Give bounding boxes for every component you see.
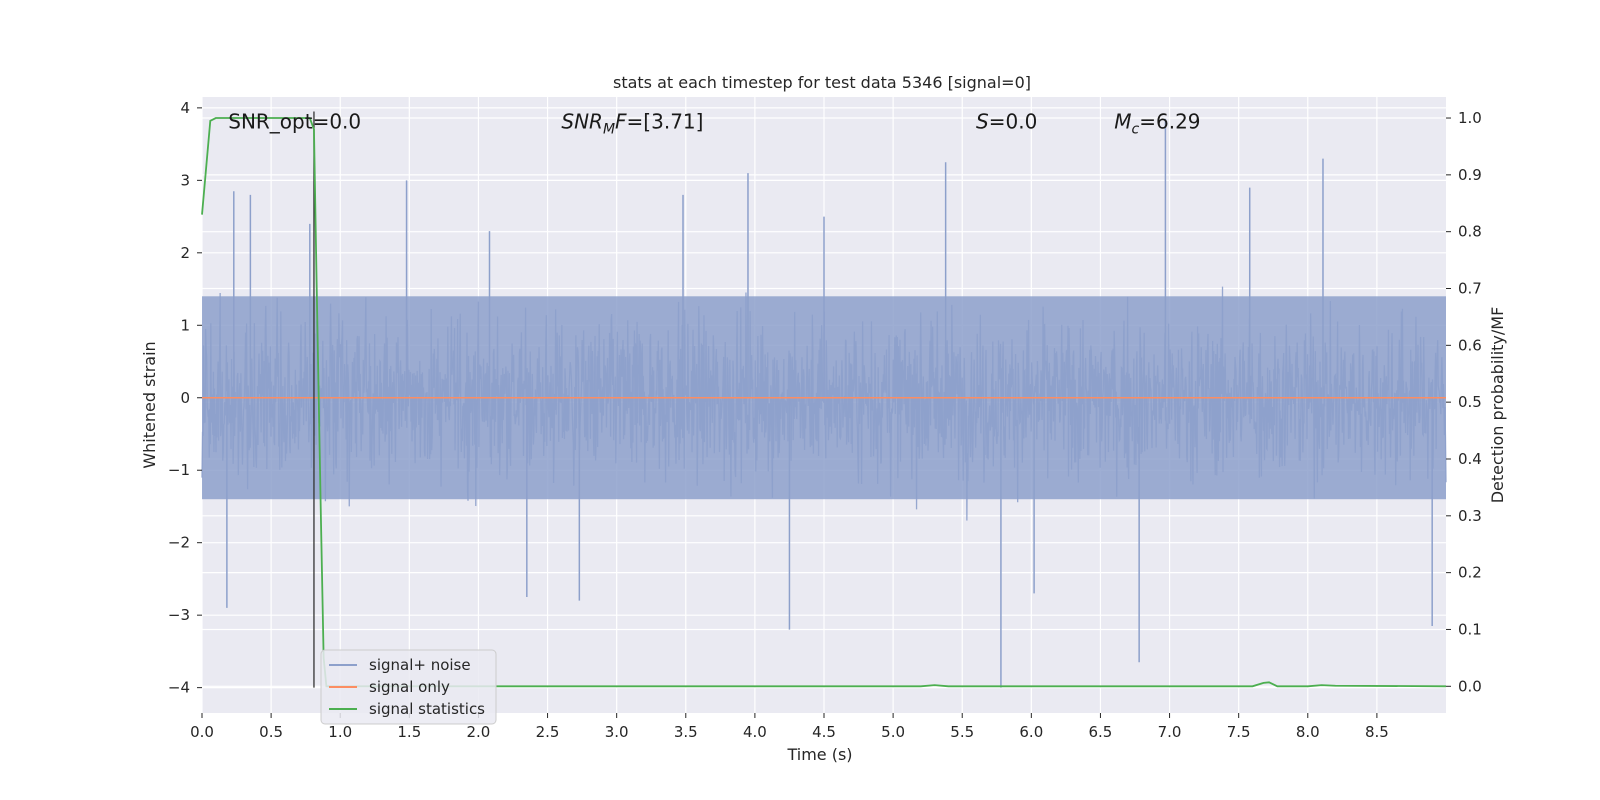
left-y-tick-label: −3 [168,606,190,624]
legend-label: signal+ noise [369,656,471,674]
x-tick-label: 1.0 [328,723,352,741]
right-y-tick-label: 0.8 [1458,223,1482,241]
annotations: SNR_opt=0.0 SNRMF=[3.71] S=0.0 Mc=6.29 [228,110,1200,138]
x-tick-label: 0.0 [190,723,214,741]
x-tick-label: 8.5 [1365,723,1389,741]
right-y-tick-label: 0.3 [1458,507,1482,525]
x-tick-label: 3.0 [605,723,629,741]
left-y-axis-ticks: −4 −3 −2 −1 0 1 2 3 4 [168,99,202,697]
right-y-tick-label: 0.6 [1458,336,1482,354]
series-signal-statistics [201,117,1447,688]
annotation-text: S=0.0 [976,110,1037,134]
x-tick-label: 2.0 [467,723,491,741]
left-y-tick-label: 2 [180,244,190,262]
legend: signal+ noise signal only signal statistic… [320,649,497,725]
annotation-text: SNRMF=[3.71] [561,110,703,138]
x-tick-label: 6.0 [1019,723,1043,741]
x-tick-label: 0.5 [259,723,283,741]
right-y-tick-label: 0.7 [1458,280,1482,298]
x-tick-label: 8.0 [1296,723,1320,741]
left-y-tick-label: 1 [180,316,190,334]
legend-label: signal only [369,678,450,696]
right-y-axis-label: Detection probability/MF [1488,307,1507,504]
chart-title: stats at each timestep for test data 534… [613,73,1031,92]
left-y-tick-label: −1 [168,461,190,479]
right-y-tick-label: 0.2 [1458,564,1482,582]
x-tick-label: 6.5 [1089,723,1113,741]
x-tick-label: 5.0 [881,723,905,741]
x-tick-label: 7.5 [1227,723,1251,741]
left-y-tick-label: 3 [180,171,190,189]
annotation-text: Mc=6.29 [1114,110,1200,138]
right-y-tick-label: 1.0 [1458,109,1482,127]
right-y-tick-label: 0.4 [1458,450,1482,468]
signal-statistics-line [201,117,1447,688]
x-tick-label: 7.0 [1158,723,1182,741]
legend-box [320,649,497,725]
x-axis-ticks: 0.0 0.5 1.0 1.5 2.0 2.5 3.0 3.5 4.0 4.5 5.0 5.5 6.0 6… [190,713,1389,741]
left-y-tick-label: 0 [180,389,190,407]
x-tick-label: 5.5 [950,723,974,741]
left-y-tick-label: 4 [180,99,190,117]
x-tick-label: 4.0 [743,723,767,741]
right-y-axis-ticks: 0.0 0.1 0.2 0.3 0.4 0.5 0.6 0.7 0.8 0.9 1.0 [1446,109,1482,695]
right-y-tick-label: 0.0 [1458,677,1482,695]
x-tick-label: 2.5 [536,723,560,741]
legend-label: signal statistics [369,700,485,718]
left-y-tick-label: −2 [168,534,190,552]
right-y-tick-label: 0.5 [1458,393,1482,411]
annotation-text: SNR_opt=0.0 [228,110,361,134]
x-tick-label: 3.5 [674,723,698,741]
x-tick-label: 4.5 [812,723,836,741]
x-axis-label: Time (s) [786,745,852,764]
left-y-axis-label: Whitened strain [140,341,159,468]
right-y-tick-label: 0.9 [1458,166,1482,184]
x-tick-label: 1.5 [397,723,421,741]
right-y-tick-label: 0.1 [1458,620,1482,638]
left-y-tick-label: −4 [168,679,190,697]
